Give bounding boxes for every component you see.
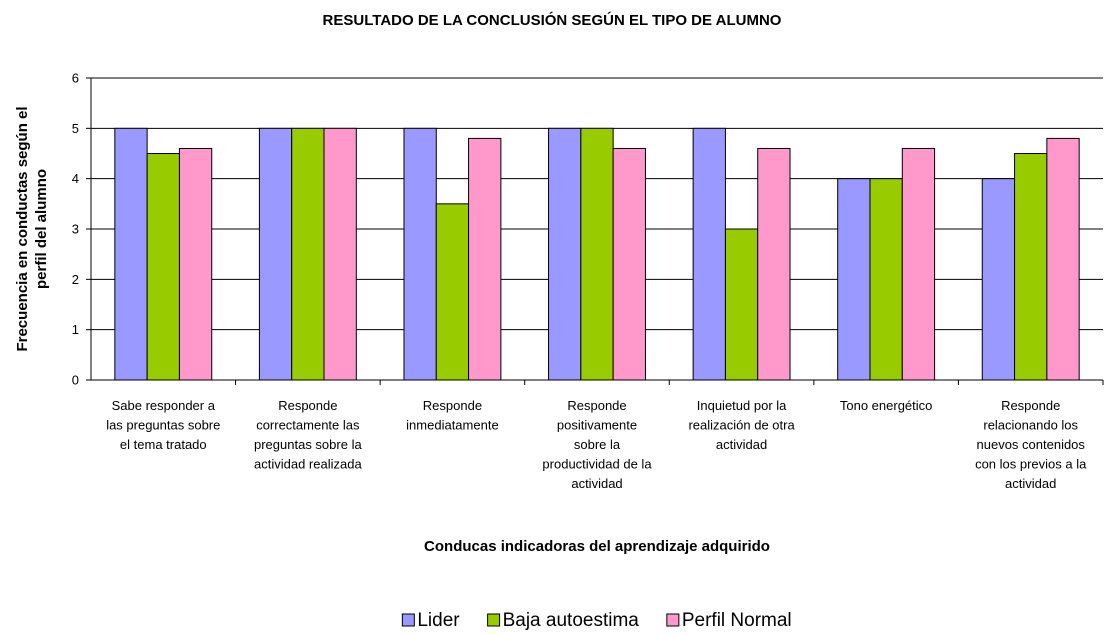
text-line: el tema tratado xyxy=(120,437,207,452)
bar xyxy=(692,127,726,381)
bar xyxy=(468,137,502,381)
legend-label: Perfil Normal xyxy=(682,610,792,631)
bar xyxy=(580,127,614,381)
x-tick-label: Responde correctamente las preguntas sobre… xyxy=(254,398,362,472)
y-axis-title: Frecuencia en conductas según el perfil d… xyxy=(14,106,50,351)
bar xyxy=(1046,137,1080,381)
x-tick-label: Tono energético xyxy=(840,398,933,413)
legend-swatch xyxy=(401,613,415,627)
text-line: Responde xyxy=(278,398,337,413)
text-line: actividad xyxy=(716,437,767,452)
legend-label: Lider xyxy=(417,610,460,631)
bar xyxy=(291,127,325,381)
bar xyxy=(757,147,791,381)
bar xyxy=(1014,153,1048,381)
bar xyxy=(548,127,582,381)
x-tick-label: Responde positivamente sobre la productivid… xyxy=(542,398,652,491)
text-line: las preguntas sobre xyxy=(106,418,220,433)
legend-swatch xyxy=(487,613,501,627)
text-line: preguntas sobre la xyxy=(254,437,362,452)
bar xyxy=(981,178,1016,381)
x-tick-label: Inquietud por la realización de otra activ… xyxy=(688,398,795,452)
y-tick-label: 3 xyxy=(72,222,79,237)
text-line: actividad realizada xyxy=(254,457,362,472)
legend-label: Baja autoestima xyxy=(503,610,640,631)
text-line: perfil del alumno xyxy=(33,169,50,289)
y-tick-label: 0 xyxy=(72,373,79,388)
text-line: actividad xyxy=(571,476,622,491)
bar xyxy=(146,153,180,381)
bar xyxy=(435,203,470,381)
text-line: inmediatamente xyxy=(406,418,499,433)
text-line: Responde xyxy=(1001,398,1060,413)
text-line: relacionando los xyxy=(983,418,1078,433)
bar xyxy=(724,228,759,381)
text-line: Frecuencia en conductas según el xyxy=(14,106,31,351)
text-line: positivamente xyxy=(557,418,637,433)
bar xyxy=(178,147,213,381)
text-line: Tono energético xyxy=(840,398,933,413)
y-tick-label: 5 xyxy=(72,121,79,136)
text-line: Responde xyxy=(423,398,482,413)
bar xyxy=(323,127,357,381)
y-tick-label: 6 xyxy=(72,71,79,86)
text-line: correctamente las xyxy=(256,418,360,433)
text-line: Sabe responder a xyxy=(112,398,216,413)
bar xyxy=(837,178,871,381)
y-tick-label: 4 xyxy=(72,171,79,186)
bar xyxy=(258,127,293,381)
x-tick-label: Responde relacionando los nuevos contenido… xyxy=(975,398,1087,491)
text-line: productividad de la xyxy=(542,457,652,472)
bar xyxy=(869,178,903,381)
text-line: realización de otra xyxy=(688,418,795,433)
chart-title: RESULTADO DE LA CONCLUSIÓN SEGÚN EL TIPO… xyxy=(323,11,782,29)
text-line: nuevos contenidos xyxy=(977,437,1086,452)
x-tick-label: Responde inmediatamente xyxy=(406,398,499,433)
x-axis-title: Conducas indicadoras del aprendizaje adq… xyxy=(424,538,770,555)
legend-swatch xyxy=(666,613,680,627)
y-tick-label: 1 xyxy=(72,322,79,337)
legend: Lider Baja autoestima Perfil Normal xyxy=(401,610,792,631)
text-line: Inquietud por la xyxy=(697,398,787,413)
text-line: actividad xyxy=(1005,476,1056,491)
text-line: con los previos a la xyxy=(975,457,1087,472)
text-line: Responde xyxy=(567,398,626,413)
y-tick-label: 2 xyxy=(72,272,79,287)
bar xyxy=(612,147,646,381)
bar xyxy=(403,127,437,381)
bar xyxy=(901,147,936,381)
x-tick-label: Sabe responder a las preguntas sobre el te… xyxy=(106,398,220,452)
bar xyxy=(114,127,148,381)
text-line: sobre la xyxy=(574,437,621,452)
